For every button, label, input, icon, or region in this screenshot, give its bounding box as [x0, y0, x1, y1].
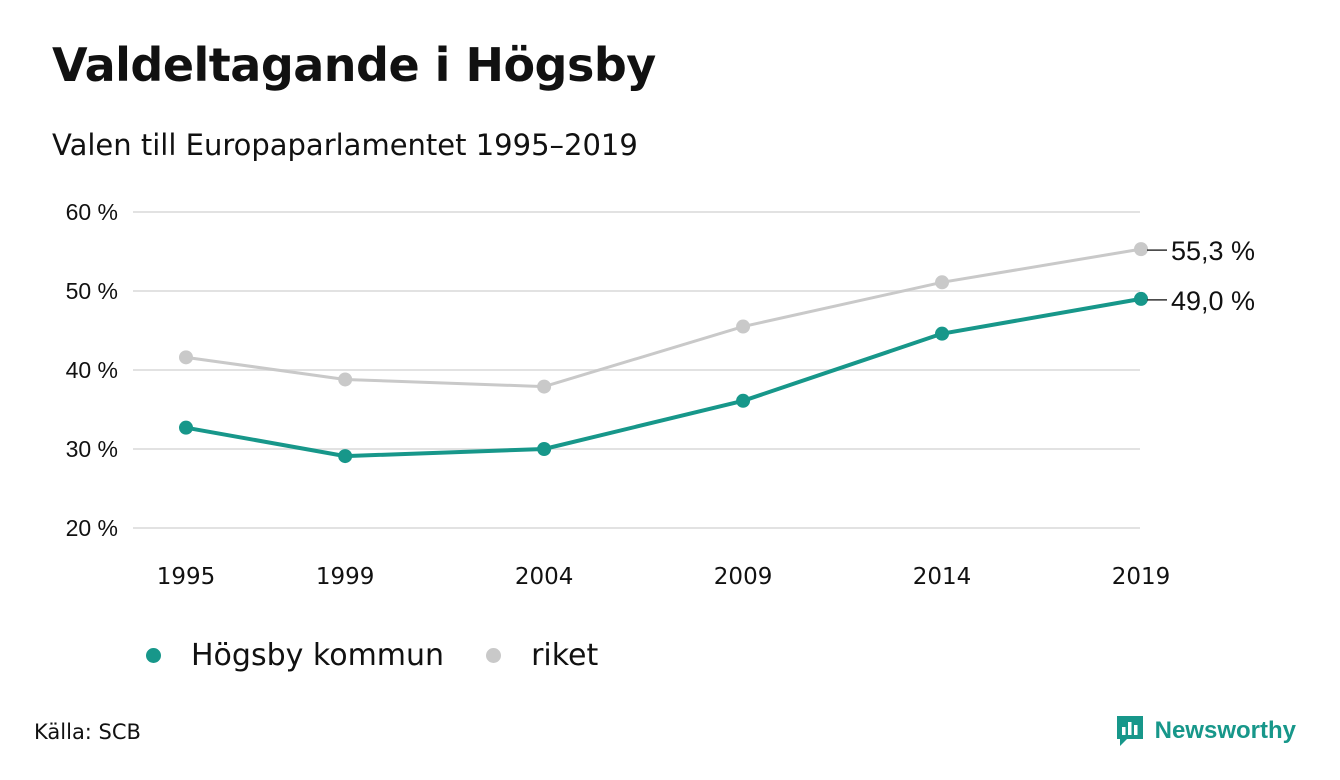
series-layer — [179, 242, 1148, 464]
data-point — [338, 449, 353, 464]
brand-name: Newsworthy — [1154, 717, 1296, 744]
legend-dot-riket — [486, 648, 502, 663]
data-point — [1134, 291, 1148, 306]
x-tick-label: 2019 — [1112, 564, 1171, 590]
legend-label-hogsby: Högsby kommun — [191, 638, 445, 673]
y-tick-label: 20 % — [66, 515, 118, 541]
x-tick-label: 1999 — [316, 564, 375, 590]
y-tick-label: 30 % — [66, 436, 118, 462]
data-point — [338, 372, 353, 387]
series-line-riket — [184, 247, 1143, 389]
end-label-layer: 55,3 % 49,0 % — [1147, 236, 1255, 316]
end-value-label: 55,3 % — [1171, 236, 1255, 266]
brand-logo: Newsworthy — [1115, 714, 1296, 748]
legend-label-riket: riket — [531, 638, 599, 673]
data-point — [1134, 242, 1148, 257]
x-axis: 1995 1999 2004 2009 2014 2019 — [157, 564, 1171, 590]
newsworthy-logo-icon — [1116, 716, 1143, 746]
data-point — [537, 379, 552, 394]
data-point — [736, 319, 751, 334]
data-point — [537, 442, 552, 456]
series-line-hogsby — [184, 296, 1143, 459]
data-point — [179, 420, 193, 435]
data-point — [935, 275, 950, 290]
y-tick-label: 50 % — [66, 278, 118, 304]
legend-dot-hogsby — [146, 648, 161, 663]
y-tick-label: 60 % — [66, 199, 118, 225]
legend-item-hogsby: Högsby kommun — [146, 638, 444, 673]
x-tick-label: 1995 — [157, 564, 216, 590]
x-tick-label: 2009 — [714, 564, 773, 590]
data-point — [736, 393, 751, 408]
legend-item-riket: riket — [486, 638, 598, 673]
end-value-label: 49,0 % — [1171, 286, 1255, 316]
x-tick-label: 2004 — [515, 564, 574, 590]
legend: Högsby kommun riket — [146, 638, 640, 673]
data-point — [179, 350, 193, 365]
y-axis: 60 % 50 % 40 % 30 % 20 % — [66, 199, 118, 541]
y-tick-label: 40 % — [66, 357, 118, 383]
chart-title: Valdeltagande i Högsby — [52, 38, 656, 92]
x-tick-label: 2014 — [913, 564, 972, 590]
data-point — [935, 326, 950, 341]
source-note: Källa: SCB — [34, 720, 141, 744]
chart-subtitle: Valen till Europaparlamentet 1995–2019 — [52, 128, 638, 162]
